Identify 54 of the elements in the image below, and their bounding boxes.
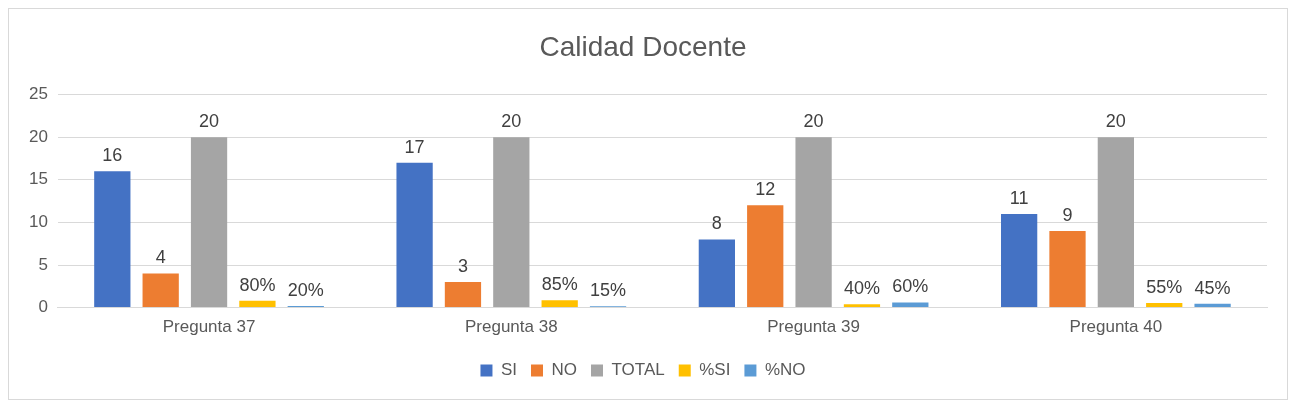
legend-label: TOTAL xyxy=(611,360,665,380)
legend-label: NO xyxy=(551,360,578,380)
x-tick-label: Pregunta 40 xyxy=(1069,317,1163,337)
data-label: 20 xyxy=(803,111,824,132)
data-label: 55% xyxy=(1146,276,1183,297)
bar xyxy=(541,300,578,308)
y-tick-label: 20 xyxy=(28,126,48,146)
bar xyxy=(94,171,131,308)
data-label: 40% xyxy=(843,278,880,299)
bar xyxy=(843,304,881,308)
chart-title: Calidad Docente xyxy=(539,30,747,62)
bar xyxy=(444,282,482,308)
legend-label: %NO xyxy=(764,360,806,380)
data-label: 20% xyxy=(287,279,324,300)
y-tick-label: 25 xyxy=(28,84,48,104)
data-label: 85% xyxy=(541,274,578,295)
data-label: 60% xyxy=(892,276,929,297)
y-tick-label: 10 xyxy=(28,212,48,232)
data-label: 45% xyxy=(1194,277,1231,298)
bar xyxy=(396,162,433,308)
data-label: 11 xyxy=(1009,187,1029,208)
bar xyxy=(190,137,228,308)
bar xyxy=(747,205,784,308)
data-label: 17 xyxy=(404,136,425,157)
bar xyxy=(1001,213,1038,308)
bar xyxy=(795,137,832,308)
y-tick-label: 5 xyxy=(38,254,48,274)
x-tick-label: Pregunta 39 xyxy=(767,317,860,337)
data-label: 4 xyxy=(155,247,166,268)
data-label: 20 xyxy=(501,111,522,132)
data-label: 8 xyxy=(711,213,722,234)
x-tick-label: Pregunta 37 xyxy=(162,317,256,337)
data-label: 15% xyxy=(590,280,627,301)
x-tick-label: Pregunta 38 xyxy=(465,317,558,337)
y-tick-label: 15 xyxy=(28,169,48,189)
bar xyxy=(1146,302,1183,308)
data-label: 20 xyxy=(1105,111,1126,132)
data-label: 80% xyxy=(239,274,276,295)
bar xyxy=(1097,137,1134,308)
bar xyxy=(698,239,735,308)
y-tick-label: 0 xyxy=(38,297,48,317)
bar xyxy=(1194,303,1231,308)
data-label: 3 xyxy=(457,256,468,277)
data-label: 9 xyxy=(1062,204,1073,225)
bar xyxy=(1049,230,1086,308)
bar xyxy=(239,300,276,308)
legend-label: %SI xyxy=(699,360,731,380)
data-label: 12 xyxy=(755,179,776,200)
data-label: 16 xyxy=(102,145,123,166)
data-label: 20 xyxy=(199,111,220,132)
bar xyxy=(892,302,929,308)
bar xyxy=(493,137,530,308)
legend-label: SI xyxy=(500,360,518,380)
bar xyxy=(142,273,179,308)
